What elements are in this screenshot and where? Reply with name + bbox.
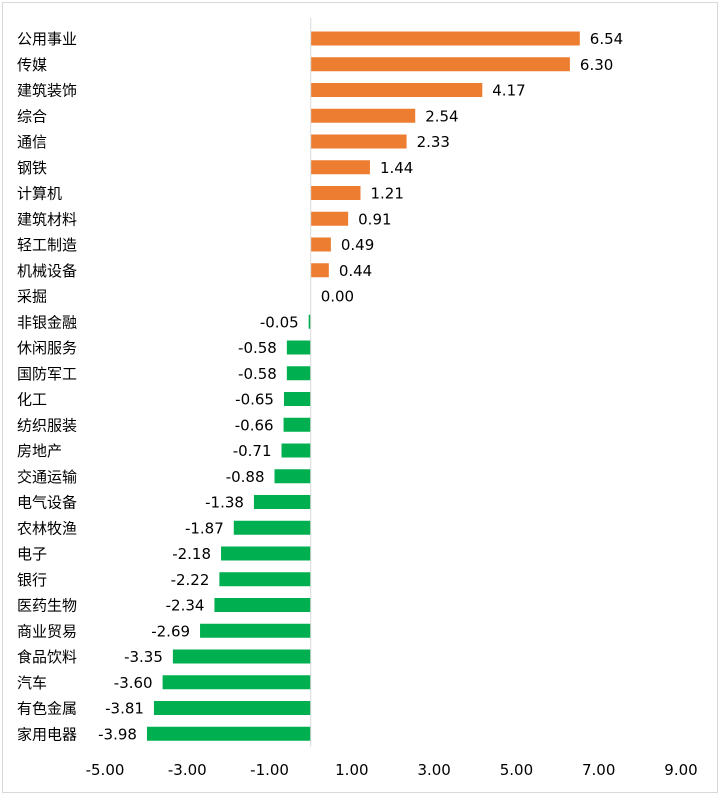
bar-24 bbox=[200, 623, 311, 638]
category-label: 银行 bbox=[17, 571, 47, 589]
bar-chart: 公用事业传媒建筑装饰综合通信钢铁计算机建筑材料轻工制造机械设备采掘非银金融休闲服… bbox=[17, 17, 698, 779]
bar-2 bbox=[310, 57, 570, 72]
bar-28 bbox=[146, 726, 311, 741]
data-label: -0.66 bbox=[235, 416, 274, 434]
bar-1 bbox=[310, 31, 580, 46]
category-label: 化工 bbox=[17, 391, 47, 409]
bar-5 bbox=[310, 134, 407, 149]
bar-22 bbox=[219, 572, 311, 587]
data-label: -3.81 bbox=[105, 700, 144, 718]
category-label: 公用事业 bbox=[17, 30, 77, 48]
x-tick-label: 1.00 bbox=[335, 761, 368, 779]
data-label: -2.34 bbox=[166, 597, 205, 615]
data-label: 6.30 bbox=[580, 56, 613, 74]
data-label: 0.00 bbox=[321, 288, 354, 306]
category-label: 商业贸易 bbox=[17, 622, 77, 640]
data-label: -2.18 bbox=[172, 545, 211, 563]
data-label: 1.21 bbox=[370, 185, 403, 203]
category-label: 有色金属 bbox=[17, 700, 77, 718]
category-label: 通信 bbox=[17, 133, 47, 151]
data-label: -0.65 bbox=[235, 391, 274, 409]
data-label: 0.44 bbox=[339, 262, 372, 280]
bar-20 bbox=[233, 520, 311, 535]
bar-10 bbox=[310, 263, 329, 278]
bars-group bbox=[146, 31, 580, 741]
bar-18 bbox=[274, 469, 311, 484]
data-label: -0.88 bbox=[226, 468, 265, 486]
x-tick-label: -5.00 bbox=[86, 761, 125, 779]
category-label: 机械设备 bbox=[17, 262, 77, 280]
category-label: 纺织服装 bbox=[17, 416, 77, 434]
bar-8 bbox=[310, 211, 349, 226]
x-tick-label: -3.00 bbox=[168, 761, 207, 779]
data-label: -0.58 bbox=[238, 339, 277, 357]
bar-19 bbox=[253, 495, 311, 509]
bar-12 bbox=[308, 314, 311, 329]
category-label: 轻工制造 bbox=[17, 236, 77, 254]
data-label: -0.05 bbox=[260, 313, 299, 331]
bar-16 bbox=[283, 417, 311, 432]
x-tick-label: 5.00 bbox=[500, 761, 533, 779]
x-tick-label: 7.00 bbox=[582, 761, 615, 779]
bar-13 bbox=[286, 340, 311, 355]
bar-26 bbox=[162, 675, 311, 690]
category-label: 农林牧渔 bbox=[17, 519, 77, 537]
data-label: 2.54 bbox=[425, 107, 458, 125]
data-label: -0.71 bbox=[233, 442, 272, 460]
category-label: 计算机 bbox=[17, 185, 62, 203]
category-label: 医药生物 bbox=[17, 597, 77, 615]
data-label: -2.69 bbox=[151, 622, 190, 640]
bar-14 bbox=[286, 366, 311, 381]
category-label: 综合 bbox=[17, 107, 47, 125]
data-label: 2.33 bbox=[417, 133, 450, 151]
data-label: -3.98 bbox=[98, 725, 137, 743]
category-label: 交通运输 bbox=[17, 468, 77, 486]
category-label: 汽车 bbox=[17, 674, 47, 692]
category-label: 建筑材料 bbox=[17, 210, 77, 228]
data-label: -0.58 bbox=[238, 365, 277, 383]
bar-27 bbox=[153, 701, 311, 715]
x-axis-tick-labels-group: -5.00 -3.00 -1.00 1.00 3.00 5.00 7.00 9.00 bbox=[86, 761, 698, 779]
data-label: -2.22 bbox=[171, 571, 210, 589]
data-label: 1.44 bbox=[380, 159, 413, 177]
bar-17 bbox=[281, 443, 311, 458]
bar-23 bbox=[214, 598, 311, 612]
bar-3 bbox=[310, 83, 483, 97]
x-tick-label: 9.00 bbox=[664, 761, 697, 779]
category-label: 建筑装饰 bbox=[17, 82, 77, 100]
data-label: -1.87 bbox=[185, 519, 224, 537]
bar-9 bbox=[310, 237, 331, 252]
x-tick-label: 3.00 bbox=[417, 761, 450, 779]
category-label: 房地产 bbox=[17, 442, 62, 460]
category-label: 电气设备 bbox=[17, 494, 77, 512]
data-label: -1.38 bbox=[205, 494, 244, 512]
bar-15 bbox=[283, 392, 311, 406]
category-labels-group: 公用事业传媒建筑装饰综合通信钢铁计算机建筑材料轻工制造机械设备采掘非银金融休闲服… bbox=[17, 30, 77, 743]
category-label: 采掘 bbox=[17, 288, 47, 306]
bar-25 bbox=[172, 649, 311, 664]
category-label: 非银金融 bbox=[17, 313, 77, 331]
data-labels-group: 6.54 6.30 4.17 2.54 2.331.44 1.21 0.91 0.49 0.44… bbox=[98, 30, 623, 743]
bar-4 bbox=[310, 108, 416, 123]
category-label: 国防军工 bbox=[17, 365, 77, 383]
data-label: 6.54 bbox=[590, 30, 623, 48]
x-tick-label: -1.00 bbox=[250, 761, 289, 779]
category-label: 食品饮料 bbox=[17, 648, 77, 666]
data-label: 0.49 bbox=[341, 236, 374, 254]
bar-7 bbox=[310, 186, 361, 200]
category-label: 休闲服务 bbox=[17, 339, 77, 357]
bar-21 bbox=[221, 546, 311, 561]
category-label: 电子 bbox=[17, 545, 47, 563]
category-label: 家用电器 bbox=[17, 725, 77, 743]
category-label: 传媒 bbox=[17, 56, 47, 74]
bar-6 bbox=[310, 160, 370, 175]
data-label: 4.17 bbox=[492, 82, 525, 100]
data-label: -3.60 bbox=[114, 674, 153, 692]
category-label: 钢铁 bbox=[17, 159, 47, 177]
data-label: -3.35 bbox=[124, 648, 163, 666]
data-label: 0.91 bbox=[358, 210, 391, 228]
